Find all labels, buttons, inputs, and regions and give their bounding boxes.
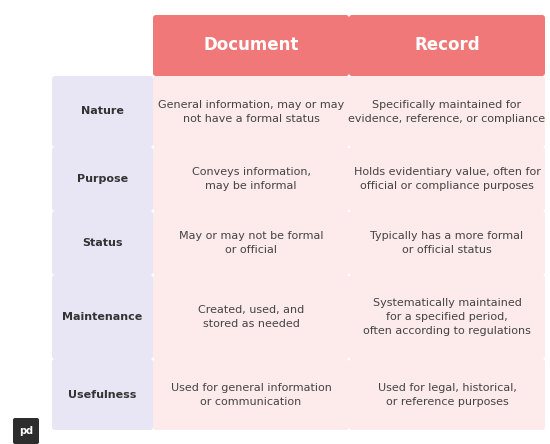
FancyBboxPatch shape — [153, 15, 349, 76]
FancyBboxPatch shape — [153, 211, 349, 275]
Text: Created, used, and
stored as needed: Created, used, and stored as needed — [198, 305, 304, 329]
Text: General information, may or may
not have a formal status: General information, may or may not have… — [158, 99, 344, 123]
Text: Record: Record — [414, 36, 480, 55]
FancyBboxPatch shape — [13, 418, 39, 444]
FancyBboxPatch shape — [52, 211, 153, 275]
FancyBboxPatch shape — [153, 275, 349, 359]
FancyBboxPatch shape — [52, 76, 153, 147]
FancyBboxPatch shape — [349, 76, 545, 147]
FancyBboxPatch shape — [153, 359, 349, 430]
Text: Conveys information,
may be informal: Conveys information, may be informal — [191, 167, 311, 191]
FancyBboxPatch shape — [349, 211, 545, 275]
Text: Systematically maintained
for a specified period,
often according to regulations: Systematically maintained for a specifie… — [363, 298, 531, 336]
FancyBboxPatch shape — [52, 275, 153, 359]
Text: Status: Status — [82, 238, 123, 248]
FancyBboxPatch shape — [349, 275, 545, 359]
Text: Holds evidentiary value, often for
official or compliance purposes: Holds evidentiary value, often for offic… — [354, 167, 541, 191]
Text: Document: Document — [204, 36, 299, 55]
FancyBboxPatch shape — [349, 147, 545, 211]
Text: Used for general information
or communication: Used for general information or communic… — [170, 382, 332, 407]
Text: Typically has a more formal
or official status: Typically has a more formal or official … — [371, 231, 524, 255]
Text: Nature: Nature — [81, 107, 124, 116]
Text: Maintenance: Maintenance — [62, 312, 142, 322]
FancyBboxPatch shape — [52, 359, 153, 430]
Text: Usefulness: Usefulness — [68, 389, 137, 400]
FancyBboxPatch shape — [153, 76, 349, 147]
FancyBboxPatch shape — [52, 147, 153, 211]
Text: pd: pd — [19, 426, 33, 436]
FancyBboxPatch shape — [349, 359, 545, 430]
FancyBboxPatch shape — [153, 147, 349, 211]
Text: May or may not be formal
or official: May or may not be formal or official — [179, 231, 323, 255]
FancyBboxPatch shape — [349, 15, 545, 76]
Text: Purpose: Purpose — [77, 174, 128, 184]
Text: Used for legal, historical,
or reference purposes: Used for legal, historical, or reference… — [377, 382, 516, 407]
Text: Specifically maintained for
evidence, reference, or compliance: Specifically maintained for evidence, re… — [349, 99, 546, 123]
